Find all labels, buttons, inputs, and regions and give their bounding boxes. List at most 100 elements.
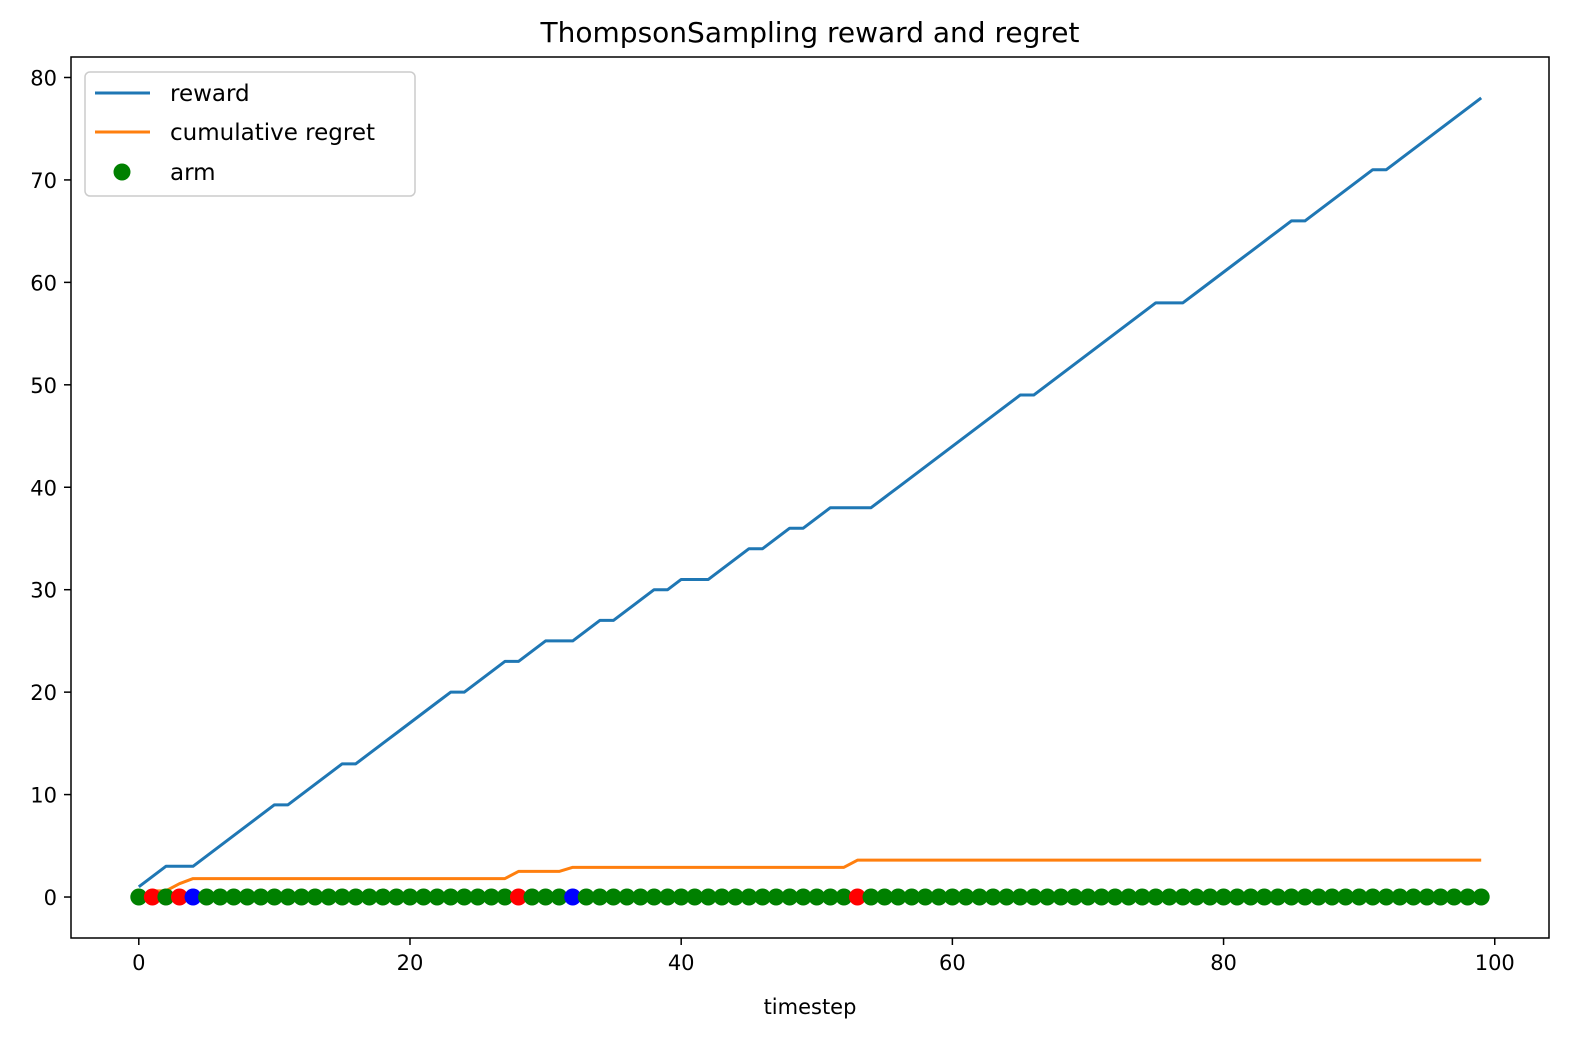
- legend-label-arm: arm: [170, 160, 216, 186]
- arm-point: [740, 888, 758, 906]
- arm-point: [387, 888, 405, 906]
- arm-point: [1147, 888, 1165, 906]
- arm-point: [1242, 888, 1260, 906]
- arm-point: [184, 888, 202, 906]
- arm-point: [564, 888, 582, 906]
- x-tick-label: 80: [1210, 951, 1237, 975]
- arm-point: [1309, 888, 1327, 906]
- arm-point: [1011, 888, 1029, 906]
- arm-point: [618, 888, 636, 906]
- legend-label-regret: cumulative regret: [170, 120, 375, 146]
- arm-point: [1364, 888, 1382, 906]
- x-tick-label: 0: [132, 951, 145, 975]
- x-tick-label: 40: [668, 951, 695, 975]
- arm-point: [238, 888, 256, 906]
- arm-point: [957, 888, 975, 906]
- arm-point: [1350, 888, 1368, 906]
- legend-swatch-arm: [113, 163, 131, 181]
- arm-point: [1255, 888, 1273, 906]
- arm-point: [889, 888, 907, 906]
- arm-point: [401, 888, 419, 906]
- x-axis: 0 20 40 60 80 100: [132, 938, 1515, 975]
- arm-point: [347, 888, 365, 906]
- arm-point: [862, 888, 880, 906]
- arm-point: [848, 888, 866, 906]
- arm-point: [1052, 888, 1070, 906]
- x-tick-label: 60: [939, 951, 966, 975]
- arm-point: [157, 888, 175, 906]
- legend-box: [84, 71, 416, 197]
- arm-point: [632, 888, 649, 906]
- arm-point: [374, 888, 392, 906]
- arm-point: [1296, 888, 1314, 906]
- arm-point: [1093, 888, 1111, 906]
- arm-point: [1133, 888, 1151, 906]
- arm-point: [821, 888, 839, 906]
- arm-point: [726, 888, 744, 906]
- arm-point: [1215, 888, 1233, 906]
- arm-point: [1201, 888, 1219, 906]
- arm-point: [225, 888, 243, 906]
- arm-point: [1269, 888, 1287, 906]
- arm-point: [1174, 888, 1192, 906]
- arm-point: [808, 888, 826, 906]
- x-tick-label: 20: [397, 951, 424, 975]
- legend-label-reward: reward: [170, 81, 250, 107]
- arm-point: [1432, 888, 1450, 906]
- arm-point: [455, 888, 473, 906]
- y-tick-label: 70: [30, 169, 57, 193]
- arm-point: [252, 888, 270, 906]
- arm-point: [659, 888, 677, 906]
- axes-frame: [70, 56, 1550, 939]
- arm-point: [523, 888, 541, 906]
- arm-point: [604, 888, 622, 906]
- arm-point: [767, 888, 785, 906]
- arm-point: [943, 888, 961, 906]
- y-tick-label: 50: [30, 374, 57, 398]
- series-line-0: [137, 96, 1483, 888]
- arm-point: [279, 888, 297, 906]
- arm-point: [1228, 888, 1246, 906]
- arm-point: [320, 888, 338, 906]
- series-line-1: [138, 858, 1482, 899]
- y-tick-label: 80: [30, 66, 57, 90]
- arm-point: [198, 888, 216, 906]
- y-tick-label: 40: [30, 476, 57, 500]
- arm-point: [930, 888, 948, 906]
- y-tick-label: 20: [30, 681, 57, 705]
- arm-point: [916, 888, 934, 906]
- arm-point: [1418, 888, 1436, 906]
- arm-point: [130, 888, 148, 906]
- arm-point: [428, 888, 446, 906]
- arm-point: [1106, 888, 1124, 906]
- arm-point: [509, 888, 527, 906]
- arm-point: [1282, 888, 1300, 906]
- arm-point: [1459, 888, 1477, 906]
- arm-point: [672, 888, 690, 906]
- arm-point: [1079, 888, 1097, 906]
- plot-area: [130, 96, 1490, 906]
- arm-point: [903, 888, 921, 906]
- arm-point: [143, 888, 161, 906]
- arm-point: [1187, 888, 1205, 906]
- arm-point: [835, 888, 853, 906]
- arm-point: [876, 888, 894, 906]
- arm-point: [1323, 888, 1341, 906]
- arm-point: [998, 888, 1016, 906]
- arm-point: [1160, 888, 1178, 906]
- arm-point: [265, 888, 283, 906]
- arm-point: [550, 888, 568, 906]
- arm-point: [1065, 888, 1083, 906]
- arm-point: [306, 888, 324, 906]
- arm-point: [577, 888, 595, 906]
- arm-point: [1472, 888, 1490, 906]
- arm-point: [1337, 888, 1355, 906]
- arm-point: [1377, 888, 1395, 906]
- arm-point: [537, 888, 555, 906]
- arm-point: [1445, 888, 1463, 906]
- y-tick-label: 10: [30, 784, 57, 808]
- arm-point: [293, 888, 311, 906]
- y-tick-label: 60: [30, 271, 57, 295]
- arm-point: [469, 888, 487, 906]
- arm-point: [170, 888, 188, 906]
